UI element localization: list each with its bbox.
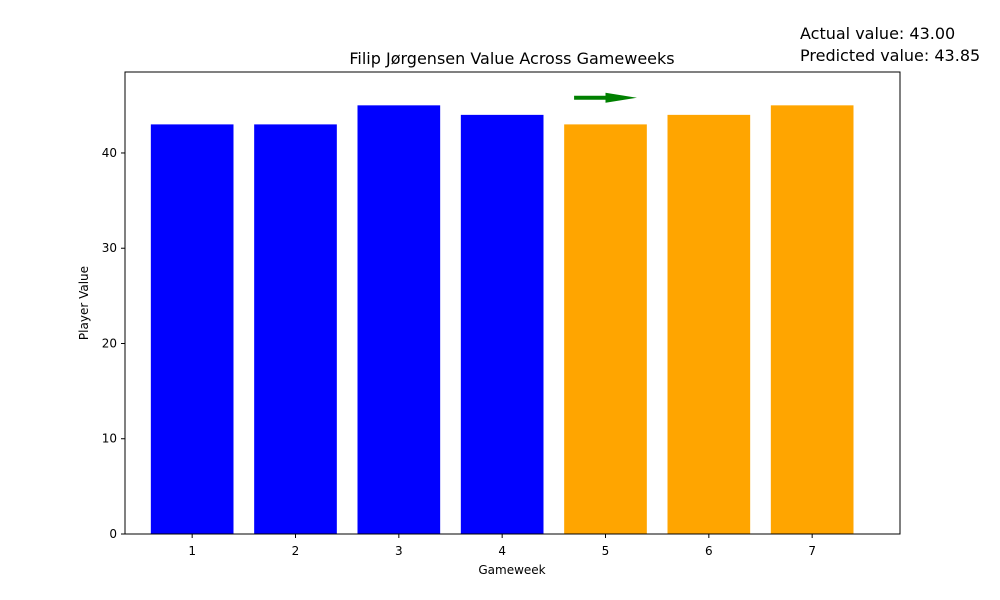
bar-gameweek-5 [564, 124, 647, 534]
bar-gameweek-6 [667, 114, 751, 535]
y-tick-label: 20 [102, 336, 117, 350]
x-tick-label: 7 [808, 544, 816, 558]
x-axis-label: Gameweek [478, 563, 545, 577]
y-tick-label: 40 [102, 146, 117, 160]
y-tick-label: 10 [102, 432, 117, 446]
bar-gameweek-2 [254, 124, 337, 534]
predicted-value-annotation: Predicted value: 43.85 [800, 46, 980, 65]
bar-gameweek-7 [770, 105, 854, 534]
bar-gameweek-4 [460, 114, 544, 535]
x-tick-label: 6 [705, 544, 713, 558]
x-tick-label: 3 [395, 544, 403, 558]
actual-value-annotation: Actual value: 43.00 [800, 24, 955, 43]
y-axis-label: Player Value [77, 266, 91, 340]
x-axis-ticks: 1 2 3 4 5 6 7 [188, 534, 816, 558]
x-tick-label: 1 [188, 544, 196, 558]
y-tick-label: 30 [102, 241, 117, 255]
x-tick-label: 2 [292, 544, 300, 558]
y-axis-ticks: 0 10 20 30 40 [102, 146, 125, 541]
bars-group [150, 105, 854, 535]
bar-gameweek-1 [150, 124, 234, 534]
trend-arrow-icon [574, 92, 637, 103]
plot-frame [124, 71, 901, 535]
bar-gameweek-3 [357, 105, 441, 534]
y-tick-label: 0 [109, 527, 117, 541]
chart-title: Filip Jørgensen Value Across Gameweeks [349, 49, 674, 68]
x-tick-label: 4 [498, 544, 506, 558]
x-tick-label: 5 [602, 544, 610, 558]
arrow-group [574, 92, 637, 103]
